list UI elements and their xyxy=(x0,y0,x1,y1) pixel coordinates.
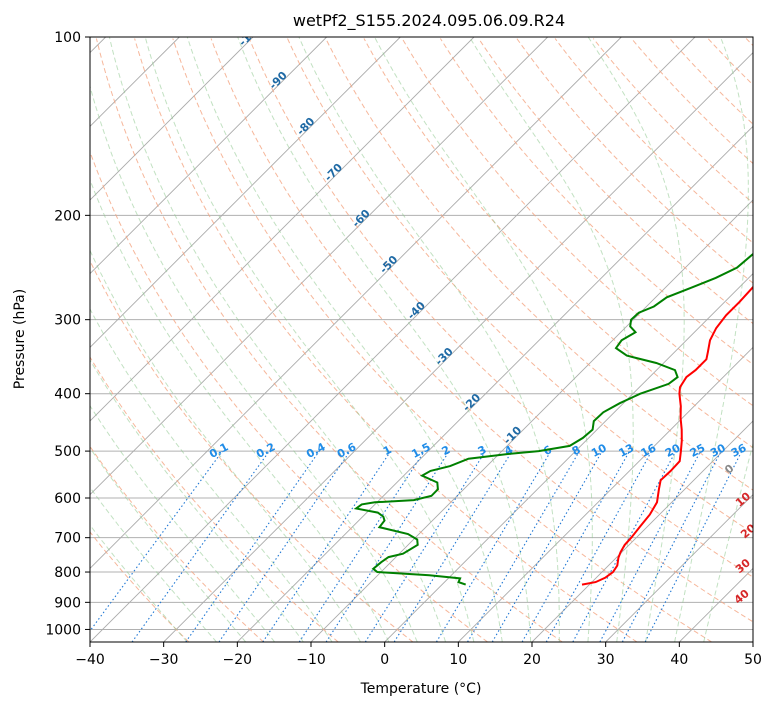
mixing-ratio-label: 16 xyxy=(639,441,659,460)
dry-adiabat xyxy=(592,38,753,204)
isotherm-line xyxy=(90,37,254,201)
moist-adiabat xyxy=(298,37,560,642)
isotherm-line xyxy=(605,494,753,642)
x-tick-label: 50 xyxy=(744,652,762,668)
axes: −40 −30 −20 −10 0 10 20 30 40 50 100 200 300 400 500 60… xyxy=(45,30,762,668)
mixing-ratio-line xyxy=(491,450,603,642)
moist-adiabat xyxy=(90,308,333,642)
dry-adiabat xyxy=(248,38,753,578)
dewpoint-profile xyxy=(353,252,753,586)
y-tick-label: 700 xyxy=(54,531,81,547)
x-axis-title: Temperature (°C) xyxy=(360,681,482,697)
x-tick-label: −40 xyxy=(75,652,105,668)
mixing-ratio-label: 30 xyxy=(708,441,728,460)
moist-adiabat xyxy=(90,404,275,642)
isotherm-line xyxy=(237,125,753,642)
mixing-ratio-label: 20 xyxy=(663,441,683,460)
x-tick-label: −10 xyxy=(296,652,326,668)
mixing-ratio-line xyxy=(185,450,320,642)
moist-adiabat xyxy=(703,441,753,642)
dry-adiabat xyxy=(401,38,753,407)
x-tick-label: 10 xyxy=(449,652,467,668)
dry-adiabat xyxy=(516,38,753,284)
y-tick-label: 300 xyxy=(54,313,81,329)
dry-adiabat xyxy=(439,38,753,366)
moist-adiabat xyxy=(237,37,532,642)
moist-adiabat xyxy=(90,358,304,642)
dry-adiabat xyxy=(210,38,753,623)
y-tick-label: 500 xyxy=(54,444,81,460)
dry-adiabat xyxy=(363,38,753,449)
mixing-ratio-line xyxy=(545,450,653,642)
profiles xyxy=(353,252,753,586)
moist-adiabat xyxy=(90,447,247,642)
isotherm-line xyxy=(90,37,548,496)
dry-adiabat xyxy=(95,38,563,642)
dry-adiabat xyxy=(90,356,339,642)
chart-title: wetPf2_S155.2024.095.06.09.R24 xyxy=(293,11,565,31)
dry-adiabat xyxy=(90,150,488,642)
moist-adiabat xyxy=(90,249,362,642)
plot-frame xyxy=(89,36,754,643)
isotherm-line xyxy=(384,273,753,642)
x-tick-label: 20 xyxy=(523,652,541,668)
isotherm-line xyxy=(90,37,622,569)
dry-adiabat xyxy=(172,38,712,642)
x-tick-label: −30 xyxy=(149,652,179,668)
isotherm-line xyxy=(458,346,753,642)
mixing-ratio-line xyxy=(435,450,552,642)
isotherm-line xyxy=(90,37,401,348)
y-tick-label: 1000 xyxy=(45,622,81,638)
mixing-ratio-label: 36 xyxy=(729,441,749,460)
dry-adiabat xyxy=(134,38,638,642)
mixing-ratio-label: 10 xyxy=(589,441,609,460)
mixing-ratio-label: 25 xyxy=(688,441,708,460)
mixing-ratio-label: 13 xyxy=(617,441,637,460)
y-tick-label: 600 xyxy=(54,491,81,507)
y-tick-label: 900 xyxy=(54,595,81,611)
moist-adiabat xyxy=(144,37,475,642)
background-lines xyxy=(90,37,753,642)
y-tick-label: 800 xyxy=(54,565,81,581)
dry-adiabat xyxy=(90,259,414,642)
isotherm-line xyxy=(163,52,753,642)
x-tick-label: 0 xyxy=(380,652,389,668)
mixing-ratio-line xyxy=(521,450,630,642)
y-axis-title: Pressure (hPa) xyxy=(12,289,28,389)
y-tick-label: 100 xyxy=(54,30,81,46)
y-tick-label: 400 xyxy=(54,387,81,403)
mixing-ratio-line xyxy=(325,450,450,642)
isotherm-line xyxy=(531,420,753,642)
mixing-ratio-line xyxy=(393,450,513,642)
mixing-ratio-line xyxy=(218,450,351,642)
dry-adiabat xyxy=(478,38,753,325)
x-tick-label: 40 xyxy=(670,652,688,668)
moist-adiabat xyxy=(90,178,390,642)
dry-adiabat xyxy=(325,38,753,491)
y-tick-label: 200 xyxy=(54,208,81,224)
moist-adiabat xyxy=(186,37,503,642)
isotherm-line xyxy=(90,37,327,275)
moist-adiabat xyxy=(674,37,749,642)
isotherm-label: -100 xyxy=(236,20,265,49)
temperature-profile xyxy=(581,285,753,586)
moist-adiabat xyxy=(108,37,446,642)
mixing-ratio-line xyxy=(364,450,486,642)
moist-adiabat xyxy=(374,37,593,642)
x-tick-label: 30 xyxy=(597,652,615,668)
moist-adiabat xyxy=(587,37,685,642)
isotherm-line xyxy=(90,37,475,422)
dry-adiabat xyxy=(287,38,753,534)
x-tick-label: −20 xyxy=(223,652,253,668)
mixing-ratio-line xyxy=(467,450,580,642)
